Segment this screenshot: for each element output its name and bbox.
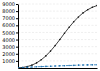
point (87, 9, 89, 11)
point (45, 55, 47, 57)
point (96, 5, 97, 7)
tick-mark (16, 32, 18, 33)
line (18, 65, 97, 68)
point (36, 62, 38, 64)
point (45, 66, 47, 68)
grid-line (18, 4, 97, 5)
point (40, 59, 42, 61)
tick: 3000 (2, 44, 18, 50)
point (18, 67, 19, 68)
x-axis (19, 68, 98, 69)
point (26, 67, 28, 68)
tick-mark (16, 11, 18, 12)
tick: 6000 (2, 22, 18, 28)
tick: 5000 (2, 30, 18, 36)
point (78, 64, 80, 66)
tick-mark (16, 61, 18, 62)
y-axis: 10002000300040005000 6000700080009000 (2, 1, 18, 68)
point (73, 21, 75, 23)
tick-mark (16, 54, 18, 55)
point (92, 64, 94, 66)
tick-mark (16, 47, 18, 48)
point (50, 65, 52, 67)
grid-line (18, 46, 97, 47)
tick-label: 5000 (2, 30, 15, 36)
grid-line (18, 39, 97, 40)
point (40, 66, 42, 68)
point (96, 64, 97, 66)
point (78, 16, 80, 18)
tick: 1000 (2, 58, 18, 64)
tick: 7000 (2, 15, 18, 21)
tick-mark (16, 18, 18, 19)
chart: 10002000300040005000 6000700080009000 (0, 0, 100, 71)
grid-line (18, 18, 97, 19)
point (82, 64, 84, 66)
point (73, 65, 75, 67)
point (92, 6, 94, 8)
point (54, 65, 56, 67)
point (64, 65, 66, 67)
point (54, 45, 56, 47)
point (18, 67, 19, 68)
point (36, 66, 38, 68)
point (31, 66, 33, 68)
tick-mark (16, 4, 18, 5)
tick-mark (16, 40, 18, 41)
tick-label: 1000 (2, 58, 15, 64)
point (59, 39, 61, 41)
grid (18, 4, 97, 61)
point (50, 50, 52, 52)
grid-line (18, 25, 97, 26)
grid-line (18, 60, 97, 61)
tick-label: 3000 (2, 44, 15, 50)
tick-label: 2000 (2, 51, 15, 57)
tick-label: 7000 (2, 15, 15, 21)
point (26, 66, 28, 68)
tick: 8000 (2, 8, 18, 14)
tick: 2000 (2, 51, 18, 57)
point (59, 65, 61, 67)
point (22, 67, 24, 68)
series-group (18, 5, 97, 68)
point (82, 12, 84, 14)
tick-label: 4000 (2, 37, 15, 43)
point (22, 67, 24, 68)
point (87, 64, 89, 66)
tick-label: 9000 (2, 1, 15, 7)
axis-line (19, 68, 98, 69)
point (64, 32, 66, 34)
grid-line (18, 32, 97, 33)
tick-mark (16, 25, 18, 26)
grid-line (18, 53, 97, 54)
plot-area: 10002000300040005000 6000700080009000 (2, 1, 98, 69)
point (68, 65, 70, 67)
line (18, 6, 97, 68)
axis-line (18, 5, 19, 69)
tick: 9000 (2, 1, 18, 7)
tick-label: 6000 (2, 22, 15, 28)
tick-label: 8000 (2, 8, 15, 14)
tick: 4000 (2, 37, 18, 43)
point (31, 64, 33, 66)
point (68, 26, 70, 28)
